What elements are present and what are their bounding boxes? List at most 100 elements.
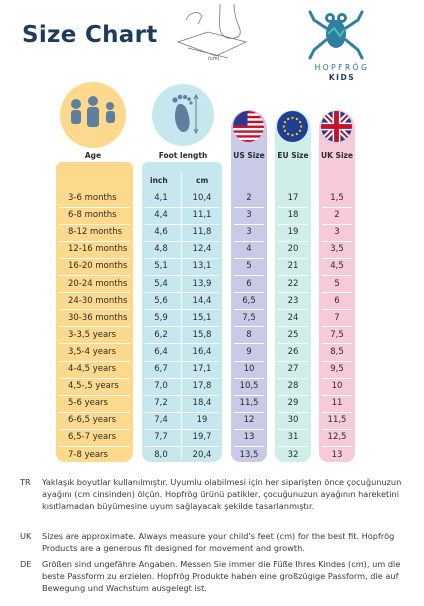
us-size-cell: 12 [243, 415, 255, 426]
inch-cell: 4,8 [154, 244, 168, 255]
uk-size-cell: 13 [331, 449, 343, 460]
cm-cell: 16,4 [192, 346, 212, 357]
us-size-cell: 4 [246, 244, 252, 255]
row-divider [322, 275, 352, 276]
measuring-sketch-icon: (cm) [176, 3, 248, 62]
row-divider [278, 394, 308, 396]
row-divider [234, 428, 264, 430]
note-text: Größen sind ungefähre Angaben. Messen Si… [42, 559, 401, 593]
us-size-cell: 13,5 [239, 449, 259, 460]
eu-size-cell: 17 [287, 193, 299, 203]
row-divider [59, 343, 130, 345]
table-row: 16-20 months 5,1 13,1 5 21 4,5 [0, 257, 424, 276]
us-flag-icon [233, 111, 264, 142]
inch-cell: 5,6 [154, 295, 168, 306]
row-divider [322, 206, 352, 208]
row-divider [59, 309, 130, 311]
row-divider [322, 240, 352, 242]
table-row: 5-6 years 7,2 18,4 11,5 29 11 [0, 394, 424, 413]
row-divider [278, 446, 308, 447]
table-row: 3,5-4 years 6,4 16,4 9 26 8,5 [0, 343, 424, 362]
age-cell: 8-12 months [68, 227, 123, 238]
row-divider [234, 206, 264, 208]
eu-size-cell: 27 [287, 364, 299, 374]
row-divider [145, 275, 219, 276]
uk-size-cell: 1,5 [330, 193, 344, 203]
age-header: Age [84, 151, 102, 160]
inch-cell: 5,9 [154, 312, 168, 323]
row-divider [322, 428, 352, 430]
inch-cell: 6,7 [154, 364, 168, 374]
row-divider [234, 411, 264, 413]
row-divider [278, 428, 308, 430]
row-divider [145, 309, 219, 311]
row-divider [145, 240, 219, 242]
row-divider [145, 223, 219, 225]
note-language-code: UK [20, 531, 32, 541]
row-divider [322, 326, 352, 328]
age-cell: 5-6 years [68, 398, 108, 409]
us-size-cell: 11,5 [239, 398, 259, 409]
row-divider [145, 206, 219, 208]
row-divider [322, 309, 352, 311]
foot-column-divider [181, 172, 182, 460]
us-size-cell: 5 [246, 261, 252, 272]
row-divider [145, 360, 219, 362]
table-row: 4,5-,5 years 7,0 17,8 10,5 28 10 [0, 377, 424, 396]
inch-cell: 4,6 [154, 227, 168, 238]
brand-sub: KIDS [328, 73, 356, 82]
age-cell: 3-3,5 years [68, 329, 117, 340]
inch-header: inch [150, 176, 168, 185]
us-size-cell: 6 [246, 278, 252, 289]
row-divider [322, 394, 352, 396]
inch-cell: 6,2 [154, 329, 168, 340]
table-row: 3-6 months 4,1 10,4 2 17 1,5 [0, 189, 424, 208]
uk-size-cell: 3,5 [330, 244, 344, 255]
cm-cell: 11,8 [192, 227, 212, 238]
uk-size-header: UK Size [321, 151, 353, 160]
eu-size-cell: 18 [287, 210, 299, 221]
us-size-cell: 10 [243, 364, 255, 374]
row-divider [59, 394, 130, 396]
inch-cell: 7,2 [154, 398, 168, 409]
row-divider [234, 309, 264, 311]
row-divider [145, 377, 219, 379]
age-cell: 3,5-4 years [68, 346, 117, 357]
row-divider [234, 240, 264, 242]
eu-size-cell: 23 [287, 295, 299, 306]
uk-size-cell: 9,5 [330, 364, 344, 374]
row-divider [145, 292, 219, 294]
row-divider [59, 240, 130, 242]
family-icon [71, 96, 115, 127]
row-divider [145, 446, 219, 447]
row-divider [234, 343, 264, 345]
row-divider [234, 292, 264, 294]
age-cell: 16-20 months [68, 261, 128, 272]
us-column [231, 110, 267, 462]
note-language-code: DE [20, 559, 32, 569]
uk-size-cell: 12,5 [327, 432, 347, 443]
table-row: 6,5-7 years 7,7 19,7 13 31 12,5 [0, 428, 424, 447]
row-divider [322, 343, 352, 345]
cm-cell: 17,8 [192, 381, 212, 392]
row-divider [278, 343, 308, 345]
row-divider [234, 326, 264, 328]
eu-size-cell: 19 [287, 227, 299, 238]
inch-cell: 5,1 [154, 261, 168, 272]
row-divider [59, 326, 130, 328]
note-language-code: TR [20, 477, 31, 487]
row-divider [145, 394, 219, 396]
uk-size-cell: 11,5 [327, 415, 347, 426]
note-text: Sizes are approximate. Always measure yo… [42, 531, 395, 553]
brand-name: HOPFRÖG [314, 63, 370, 72]
age-cell: 6-8 months [68, 210, 117, 221]
eu-size-cell: 25 [287, 329, 299, 340]
row-divider [234, 257, 264, 259]
eu-size-cell: 21 [287, 261, 299, 272]
row-divider [278, 377, 308, 379]
eu-size-cell: 26 [287, 346, 299, 357]
uk-size-cell: 11 [331, 398, 343, 409]
size-chart-title: Size Chart [22, 22, 158, 48]
uk-size-cell: 10 [331, 381, 343, 392]
eu-column [275, 110, 311, 462]
